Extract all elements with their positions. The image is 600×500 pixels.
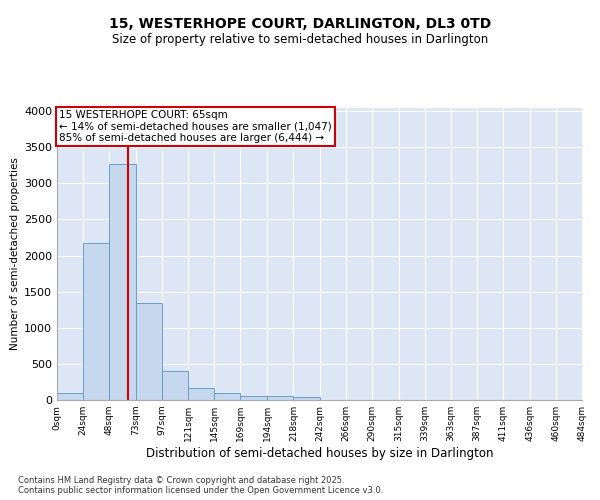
Bar bbox=[293, 398, 320, 400]
Text: 15, WESTERHOPE COURT, DARLINGTON, DL3 0TD: 15, WESTERHOPE COURT, DARLINGTON, DL3 0T… bbox=[109, 18, 491, 32]
Text: Size of property relative to semi-detached houses in Darlington: Size of property relative to semi-detach… bbox=[112, 32, 488, 46]
Bar bbox=[109, 164, 136, 400]
Bar bbox=[83, 242, 109, 400]
Bar bbox=[241, 396, 268, 400]
Text: 15 WESTERHOPE COURT: 65sqm
← 14% of semi-detached houses are smaller (1,047)
85%: 15 WESTERHOPE COURT: 65sqm ← 14% of semi… bbox=[59, 110, 332, 143]
Bar bbox=[136, 303, 162, 400]
X-axis label: Distribution of semi-detached houses by size in Darlington: Distribution of semi-detached houses by … bbox=[146, 447, 493, 460]
Y-axis label: Number of semi-detached properties: Number of semi-detached properties bbox=[10, 158, 20, 350]
Bar bbox=[214, 393, 241, 400]
Bar bbox=[162, 371, 188, 400]
Bar bbox=[57, 393, 83, 400]
Bar bbox=[268, 396, 293, 400]
Text: Contains HM Land Registry data © Crown copyright and database right 2025.
Contai: Contains HM Land Registry data © Crown c… bbox=[18, 476, 383, 495]
Bar bbox=[188, 388, 214, 400]
